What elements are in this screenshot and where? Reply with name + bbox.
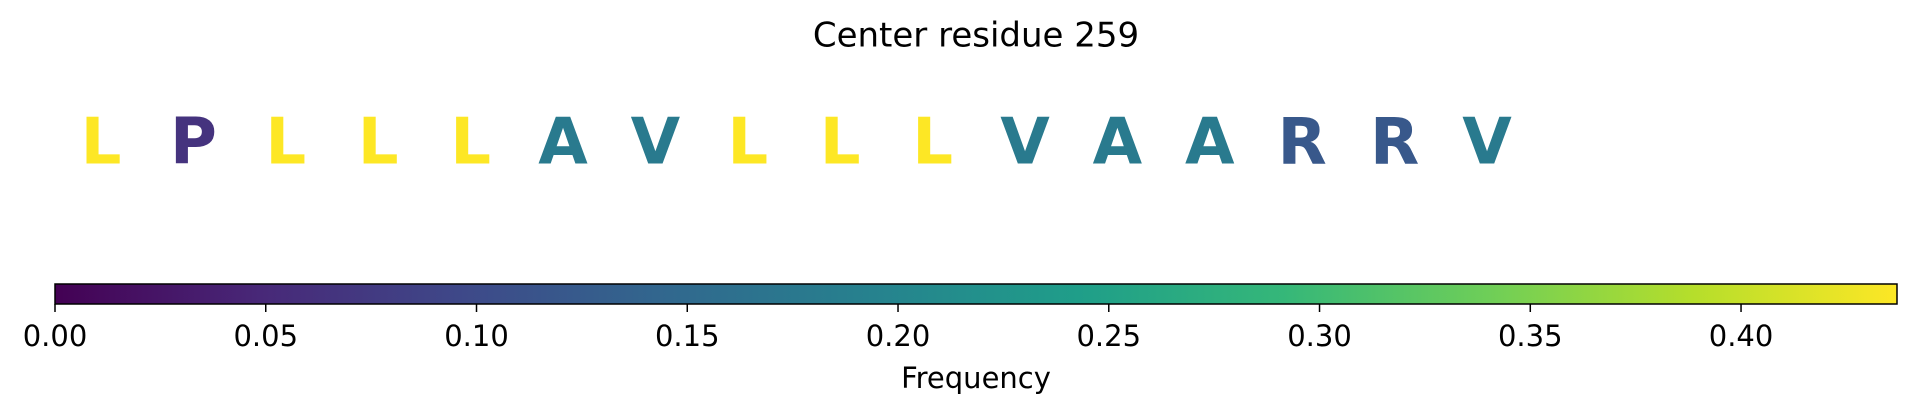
residue-letter: A [538,106,588,180]
residue-letter: V [631,106,681,180]
residue-letter: R [1370,106,1419,180]
residue-letter: V [1000,106,1050,180]
x-tick-label: 0.15 [655,319,720,353]
residue-letter: L [450,106,491,180]
x-tick-label: 0.40 [1709,319,1774,353]
chart-title: Center residue 259 [813,16,1139,56]
x-tick-label: 0.20 [866,319,931,353]
residue-letter: P [170,106,217,180]
x-tick-label: 0.25 [1076,319,1141,353]
residue-letter: A [1185,106,1235,180]
residue-letter: V [1462,106,1512,180]
x-tick-label: 0.05 [233,319,298,353]
x-tick-label: 0.00 [23,319,88,353]
residue-letter: L [912,106,953,180]
x-axis-label: Frequency [901,361,1051,395]
colorbar [54,283,1898,305]
residue-letter: A [1093,106,1143,180]
residue-letter: L [820,106,861,180]
residue-letter: L [358,106,399,180]
residue-letter: L [727,106,768,180]
x-tick-label: 0.10 [444,319,509,353]
x-tick-label: 0.35 [1498,319,1563,353]
x-tick-label: 0.30 [1287,319,1352,353]
residue-letter: L [81,106,122,180]
residue-letter: R [1278,106,1327,180]
residue-letter: L [265,106,306,180]
